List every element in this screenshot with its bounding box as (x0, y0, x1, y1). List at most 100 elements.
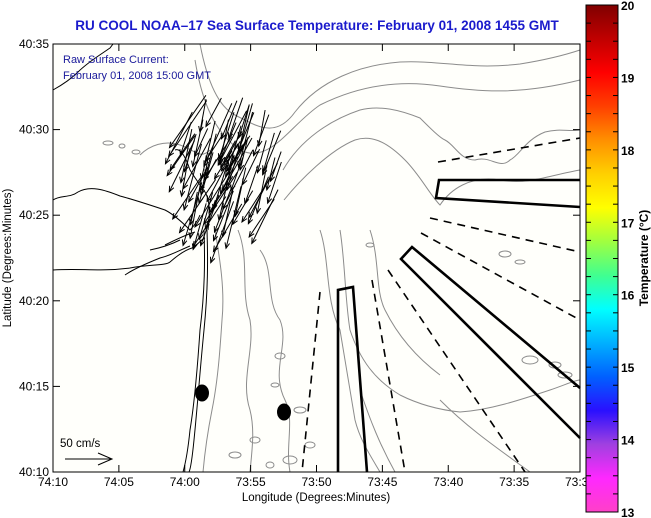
current-vector (181, 148, 191, 197)
current-vector-head (217, 214, 223, 222)
current-vector (205, 97, 222, 127)
coast-nj-shore-2 (188, 229, 209, 473)
current-vector (220, 100, 238, 140)
current-vector (213, 190, 234, 241)
isobath-7 (259, 249, 291, 473)
current-vector (267, 161, 282, 204)
current-vector (248, 199, 275, 238)
current-vector (234, 167, 247, 217)
current-vector (232, 190, 254, 225)
current-vector-head (223, 156, 230, 164)
current-vector (194, 128, 209, 157)
current-vector (222, 189, 234, 237)
current-vector-head (248, 230, 255, 239)
current-vector-head (192, 240, 199, 248)
current-vector (168, 100, 208, 157)
current-vector (179, 121, 192, 156)
current-vector-head (256, 166, 262, 174)
current-vector-head (205, 120, 211, 128)
isobath-8 (319, 229, 381, 473)
current-vector (205, 133, 217, 176)
y-axis-label: Latitude (Degrees:Minutes) (2, 188, 14, 327)
current-vector (179, 179, 217, 233)
isobath-12 (359, 389, 396, 473)
current-vector-head (198, 233, 204, 241)
x-tick-label: 74:10 (38, 475, 68, 489)
current-vector-head (188, 195, 194, 204)
current-vector (213, 203, 243, 252)
current-vector-head (178, 226, 185, 234)
bathymetry-contours (102, 43, 581, 473)
current-vector (266, 157, 276, 191)
current-vector (199, 99, 207, 132)
isobath-3 (282, 107, 581, 171)
current-vector-head (179, 176, 185, 184)
current-vector-head (219, 155, 225, 163)
current-vector-head (166, 169, 173, 177)
isobath-5 (202, 229, 224, 473)
current-vector-head (179, 149, 185, 157)
current-vector-head (213, 172, 220, 180)
current-vector-head (191, 243, 198, 251)
x-axis-label: Longitude (Degrees:Minutes) (242, 492, 390, 504)
current-vector-head (218, 158, 224, 166)
plot-area (53, 44, 580, 472)
colorbar-tick-label: 15 (621, 361, 635, 375)
current-vector-head (230, 184, 236, 192)
current-vector (218, 155, 234, 221)
current-vector-head (221, 184, 228, 192)
current-vector (244, 165, 259, 204)
x-tick-label: 74:00 (170, 475, 200, 489)
current-vector-head (256, 140, 263, 148)
current-vectors (164, 95, 282, 264)
current-vector (214, 187, 233, 233)
current-vector-head (220, 132, 226, 141)
coast-nj-shore (182, 229, 206, 473)
coast-ny-harbor (52, 43, 114, 91)
y-axis: 40:35 40:30 40:25 40:20 40:15 40:10 (19, 37, 580, 479)
current-vector (226, 135, 251, 171)
current-vector-head (238, 163, 245, 172)
colorbar-tick-label: 19 (621, 71, 635, 85)
current-vector (169, 95, 207, 148)
current-vector-head (251, 237, 257, 245)
current-vector (242, 148, 261, 185)
scale-arrow-icon (65, 452, 114, 466)
dashed-line-2 (429, 217, 581, 253)
annotation-line-2: February 01, 2008 15:00 GMT (63, 70, 211, 82)
colorbar-ticks: 20 19 18 17 16 15 14 13 (586, 0, 635, 518)
current-vector-head (243, 197, 250, 206)
current-vector-head (168, 141, 175, 149)
current-vector-head (252, 149, 259, 157)
survey-boxes (336, 178, 581, 473)
isobath-9 (339, 229, 581, 413)
current-vector-head (181, 239, 188, 247)
current-vector (206, 143, 239, 202)
coast-inner-bay (124, 245, 191, 276)
current-vector-head (179, 190, 186, 198)
current-vector (192, 196, 227, 248)
current-vector (190, 191, 198, 225)
current-vector (208, 176, 234, 213)
current-vector (180, 128, 193, 183)
chart-title: RU COOL NOAA–17 Sea Surface Temperature:… (75, 18, 559, 33)
current-vector (218, 112, 235, 160)
current-vector-head (171, 212, 179, 221)
y-tick-label: 40:30 (19, 123, 49, 137)
colorbar-tick-label: 14 (621, 434, 635, 448)
current-vector-head (237, 161, 243, 169)
current-vector-head (224, 170, 231, 178)
x-tick-label: 73:45 (367, 475, 397, 489)
current-vector (239, 137, 249, 170)
current-vector (199, 159, 217, 191)
y-tick-label: 40:35 (19, 37, 49, 51)
current-vector (220, 140, 236, 168)
current-vector-head (237, 131, 243, 140)
current-vector (238, 111, 254, 168)
dashed-line-5 (371, 279, 406, 473)
x-tick-label: 74:05 (104, 475, 134, 489)
marker-1 (195, 384, 209, 402)
current-vector-head (221, 230, 227, 238)
current-vector (200, 120, 216, 180)
